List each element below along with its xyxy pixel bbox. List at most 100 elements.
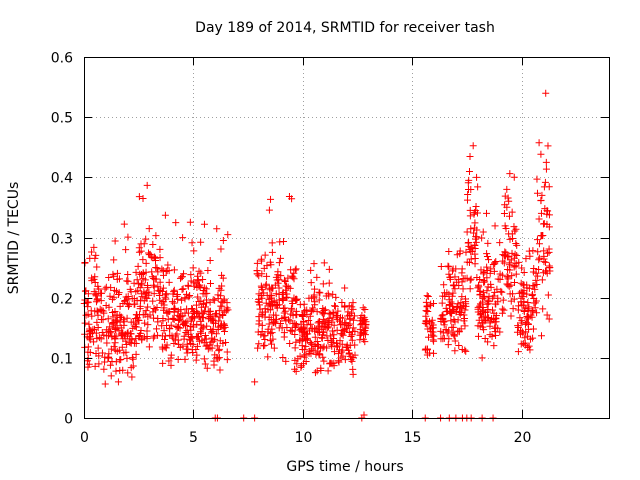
data-point <box>218 302 226 310</box>
data-point <box>458 345 466 353</box>
data-point <box>285 192 293 200</box>
data-point <box>533 189 541 197</box>
data-point <box>500 306 508 314</box>
data-point <box>467 186 475 194</box>
data-point <box>139 256 147 264</box>
data-point <box>201 331 209 339</box>
data-point <box>92 329 100 337</box>
data-point <box>362 321 370 329</box>
data-point <box>457 309 465 317</box>
data-point <box>286 284 294 292</box>
data-point <box>193 342 201 350</box>
data-point <box>520 287 528 295</box>
data-point <box>485 256 493 264</box>
data-point <box>100 365 108 373</box>
data-point <box>182 345 190 353</box>
data-point <box>201 360 209 368</box>
data-point <box>511 279 519 287</box>
data-point <box>111 339 119 347</box>
data-point <box>301 346 309 354</box>
data-point <box>90 243 98 251</box>
data-point <box>521 339 529 347</box>
data-point <box>88 248 96 256</box>
data-point <box>107 328 115 336</box>
data-point <box>161 336 169 344</box>
data-point <box>341 284 349 292</box>
data-point <box>332 293 340 301</box>
data-point <box>174 356 182 364</box>
data-point <box>291 324 299 332</box>
data-point <box>275 284 283 292</box>
data-point <box>193 307 201 315</box>
data-point <box>356 325 364 333</box>
data-point <box>430 300 438 308</box>
data-point <box>178 285 186 293</box>
data-point <box>136 329 144 337</box>
data-point <box>261 251 269 259</box>
data-point <box>446 273 454 281</box>
data-point <box>501 201 509 209</box>
data-point <box>465 167 473 175</box>
data-point <box>97 335 105 343</box>
data-point <box>158 265 166 273</box>
data-point <box>422 312 430 320</box>
data-point <box>484 338 492 346</box>
data-point <box>172 322 180 330</box>
data-point <box>343 322 351 330</box>
data-point <box>348 303 356 311</box>
data-point <box>325 265 333 273</box>
data-point <box>163 290 171 298</box>
data-point <box>255 320 263 328</box>
data-point <box>150 290 158 298</box>
data-point <box>254 298 262 306</box>
data-point <box>323 324 331 332</box>
data-point <box>307 279 315 287</box>
data-point <box>143 335 151 343</box>
data-point <box>111 237 119 245</box>
data-point <box>107 345 115 353</box>
data-point <box>518 264 526 272</box>
data-point <box>490 267 498 275</box>
data-point <box>220 295 228 303</box>
data-point <box>313 348 321 356</box>
data-point <box>120 220 128 228</box>
data-point <box>538 231 546 239</box>
data-point <box>84 303 92 311</box>
data-point <box>428 319 436 327</box>
data-point <box>258 311 266 319</box>
data-point <box>542 258 550 266</box>
data-point <box>208 327 216 335</box>
data-point <box>444 341 452 349</box>
data-point <box>94 282 102 290</box>
data-point <box>296 337 304 345</box>
data-point <box>198 336 206 344</box>
data-point <box>347 332 355 340</box>
data-point <box>533 309 541 317</box>
data-point <box>152 232 160 240</box>
data-point <box>515 258 523 266</box>
data-point <box>113 275 121 283</box>
data-point <box>311 285 319 293</box>
data-point <box>200 355 208 363</box>
data-point <box>319 280 327 288</box>
data-point <box>422 298 430 306</box>
data-point <box>421 319 429 327</box>
data-point <box>134 262 142 270</box>
data-point <box>194 333 202 341</box>
data-point <box>202 342 210 350</box>
data-point <box>329 314 337 322</box>
data-point <box>255 298 263 306</box>
data-point <box>276 238 284 246</box>
data-point <box>494 275 502 283</box>
data-point <box>473 233 481 241</box>
data-point <box>445 335 453 343</box>
data-point <box>483 209 490 217</box>
data-point <box>165 357 173 365</box>
data-point <box>298 331 306 339</box>
data-point <box>478 234 486 242</box>
data-point <box>141 319 149 327</box>
data-point <box>349 316 357 324</box>
data-point <box>106 323 114 331</box>
data-point <box>446 301 454 309</box>
data-point <box>197 297 205 305</box>
